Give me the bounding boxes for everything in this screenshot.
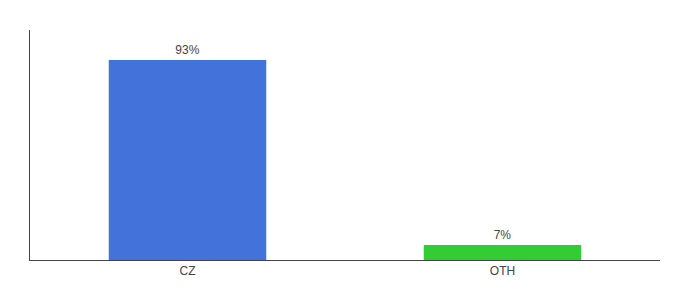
svg-text:OTH: OTH [490, 264, 515, 278]
svg-text:CZ: CZ [180, 264, 196, 278]
svg-text:7%: 7% [494, 228, 512, 242]
svg-text:93%: 93% [175, 43, 199, 57]
